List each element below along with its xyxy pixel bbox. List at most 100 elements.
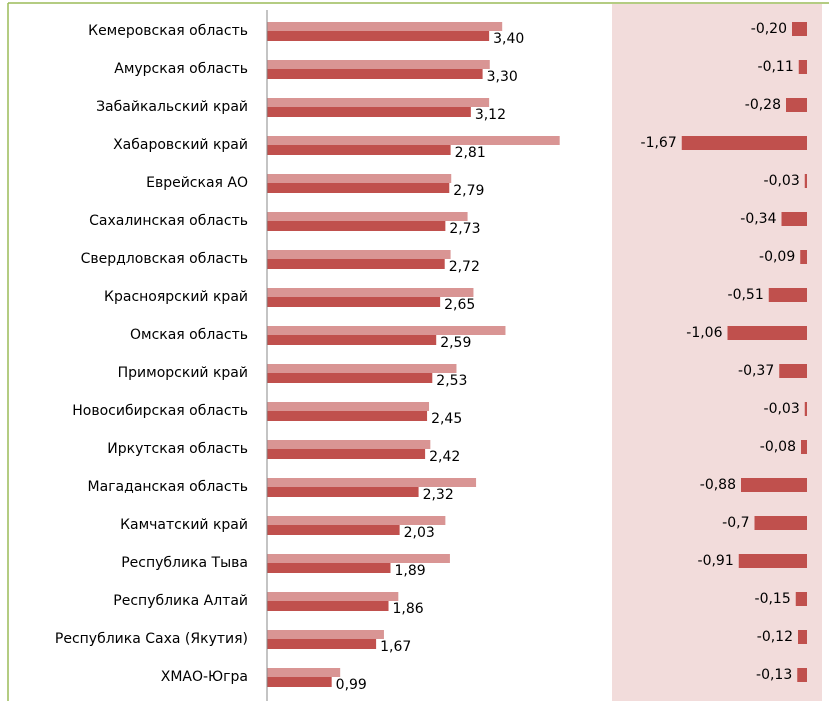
- bar: [267, 288, 474, 297]
- bar: [795, 592, 807, 606]
- bar: [267, 554, 450, 563]
- value-label: 2,79: [453, 183, 484, 199]
- category-label: Сахалинская область: [89, 213, 248, 229]
- bar: [267, 136, 560, 145]
- value-label: 3,12: [475, 107, 506, 123]
- value-label: -0,88: [700, 477, 736, 493]
- bar: [267, 677, 332, 687]
- category-label: Камчатский край: [120, 517, 248, 533]
- category-label: ХМАО-Югра: [161, 669, 248, 685]
- value-label: 2,45: [431, 411, 462, 427]
- bar: [267, 592, 399, 601]
- bar: [267, 487, 419, 497]
- value-label: -1,67: [641, 135, 677, 151]
- value-label: -0,51: [728, 287, 764, 303]
- bar: [267, 478, 477, 487]
- value-label: 2,42: [429, 449, 460, 465]
- bar: [267, 107, 471, 117]
- category-label: Амурская область: [114, 61, 248, 77]
- value-label: -0,03: [764, 401, 800, 417]
- bar: [267, 525, 400, 535]
- bar: [267, 601, 389, 611]
- category-label: Еврейская АО: [146, 175, 248, 191]
- bar: [267, 335, 437, 345]
- bar: [267, 31, 490, 41]
- value-label: 2,81: [455, 145, 486, 161]
- value-label: 2,59: [440, 335, 471, 351]
- bar: [781, 212, 807, 226]
- category-label: Красноярский край: [104, 289, 248, 305]
- value-label: 2,32: [423, 487, 454, 503]
- bar: [267, 183, 450, 193]
- value-label: -0,15: [755, 591, 791, 607]
- bar: [804, 174, 807, 188]
- bar: [681, 136, 807, 150]
- bar: [267, 174, 452, 183]
- value-label: 1,86: [393, 601, 424, 617]
- bar: [267, 411, 428, 421]
- category-label: Республика Тыва: [121, 555, 248, 571]
- bar: [267, 221, 446, 231]
- bar: [754, 516, 807, 530]
- bar: [267, 639, 377, 649]
- category-label: Забайкальский край: [96, 99, 248, 115]
- value-label: -0,03: [764, 173, 800, 189]
- value-label: 2,53: [436, 373, 467, 389]
- category-label: Приморский край: [118, 365, 248, 381]
- value-label: -0,34: [740, 211, 776, 227]
- bar: [267, 69, 483, 79]
- value-label: -0,28: [745, 97, 781, 113]
- bar: [267, 98, 490, 107]
- value-label: 2,03: [404, 525, 435, 541]
- bar: [798, 630, 807, 644]
- bar: [267, 563, 391, 573]
- bar: [797, 668, 807, 682]
- category-label: Омская область: [130, 327, 248, 343]
- category-label: Новосибирская область: [72, 403, 248, 419]
- bar: [738, 554, 807, 568]
- bar: [267, 364, 457, 373]
- value-label: -0,12: [757, 629, 793, 645]
- bar: [267, 373, 433, 383]
- bar: [267, 326, 506, 335]
- category-label: Свердловская область: [81, 251, 248, 267]
- value-label: -0,09: [759, 249, 795, 265]
- value-label: -0,20: [751, 21, 787, 37]
- bar: [267, 22, 503, 31]
- value-label: -1,06: [686, 325, 722, 341]
- category-label: Республика Саха (Якутия): [55, 631, 248, 647]
- bar: [779, 364, 807, 378]
- category-label: Иркутская область: [107, 441, 248, 457]
- value-label: 1,67: [380, 639, 411, 655]
- category-label: Кемеровская область: [88, 23, 248, 39]
- value-label: -0,37: [738, 363, 774, 379]
- value-label: 0,99: [336, 677, 367, 693]
- category-label: Республика Алтай: [113, 593, 248, 609]
- bar: [267, 212, 468, 221]
- value-label: -0,13: [756, 667, 792, 683]
- value-label: -0,91: [698, 553, 734, 569]
- bar: [267, 516, 446, 525]
- value-label: -0,11: [758, 59, 794, 75]
- value-label: 2,72: [449, 259, 480, 275]
- category-label: Магаданская область: [88, 479, 248, 495]
- bar: [267, 60, 490, 69]
- bar: [727, 326, 807, 340]
- value-label: 3,30: [487, 69, 518, 85]
- bar: [267, 250, 451, 259]
- bar: [798, 60, 807, 74]
- bar: [267, 145, 451, 155]
- bar: [267, 259, 445, 269]
- bar: [786, 98, 807, 112]
- panel-background: [612, 4, 822, 701]
- bar: [768, 288, 807, 302]
- bar: [267, 630, 384, 639]
- bar: [267, 668, 341, 677]
- value-label: 1,89: [394, 563, 425, 579]
- bar: [800, 250, 807, 264]
- value-label: 3,40: [493, 31, 524, 47]
- bar: [267, 402, 430, 411]
- value-label: 2,73: [449, 221, 480, 237]
- value-label: -0,08: [760, 439, 796, 455]
